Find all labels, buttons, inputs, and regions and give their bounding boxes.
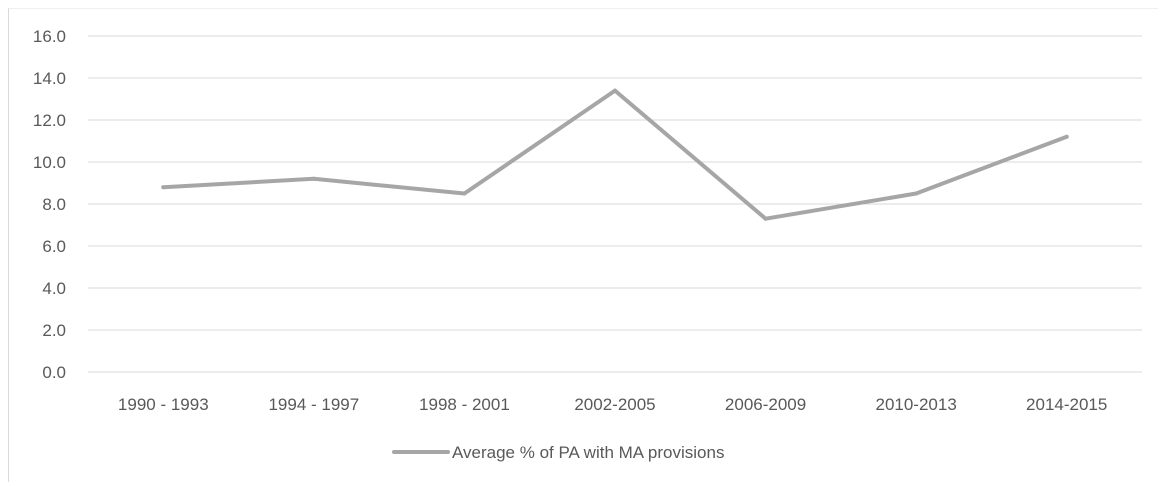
x-tick-label-6: 2014-2015 bbox=[1026, 395, 1107, 414]
x-axis-tick-labels: 1990 - 1993 1994 - 1997 1998 - 2001 2002-20… bbox=[118, 395, 1107, 414]
legend-label: Average % of PA with MA provisions bbox=[452, 443, 724, 462]
y-tick-label-2: 4.0 bbox=[42, 279, 66, 298]
x-tick-label-1: 1994 - 1997 bbox=[268, 395, 359, 414]
y-axis-tick-labels: 0.0 2.0 4.0 6.0 8.0 10.0 12.0 14.0 16.0 bbox=[33, 27, 66, 382]
plot-area bbox=[161, 88, 1069, 221]
data-point-4 bbox=[763, 216, 768, 221]
y-tick-label-0: 0.0 bbox=[42, 363, 66, 382]
y-tick-label-5: 10.0 bbox=[33, 153, 66, 172]
x-tick-label-0: 1990 - 1993 bbox=[118, 395, 209, 414]
legend: Average % of PA with MA provisions bbox=[392, 443, 724, 462]
y-tick-label-4: 8.0 bbox=[42, 195, 66, 214]
x-tick-label-2: 1998 - 2001 bbox=[419, 395, 510, 414]
data-point-1 bbox=[311, 176, 316, 181]
data-point-0 bbox=[161, 185, 166, 190]
data-point-5 bbox=[914, 191, 919, 196]
x-tick-label-3: 2002-2005 bbox=[574, 395, 655, 414]
y-tick-label-1: 2.0 bbox=[42, 321, 66, 340]
data-point-2 bbox=[462, 191, 467, 196]
x-tick-label-5: 2010-2013 bbox=[875, 395, 956, 414]
data-point-6 bbox=[1064, 134, 1069, 139]
chart-frame bbox=[8, 8, 1158, 482]
y-tick-label-6: 12.0 bbox=[33, 111, 66, 130]
y-tick-label-7: 14.0 bbox=[33, 69, 66, 88]
data-point-3 bbox=[613, 88, 617, 93]
y-tick-label-8: 16.0 bbox=[33, 27, 66, 46]
series-line-0 bbox=[161, 88, 1069, 221]
gridlines bbox=[88, 35, 1142, 373]
y-tick-label-3: 6.0 bbox=[42, 237, 66, 256]
x-tick-label-4: 2006-2009 bbox=[725, 395, 806, 414]
